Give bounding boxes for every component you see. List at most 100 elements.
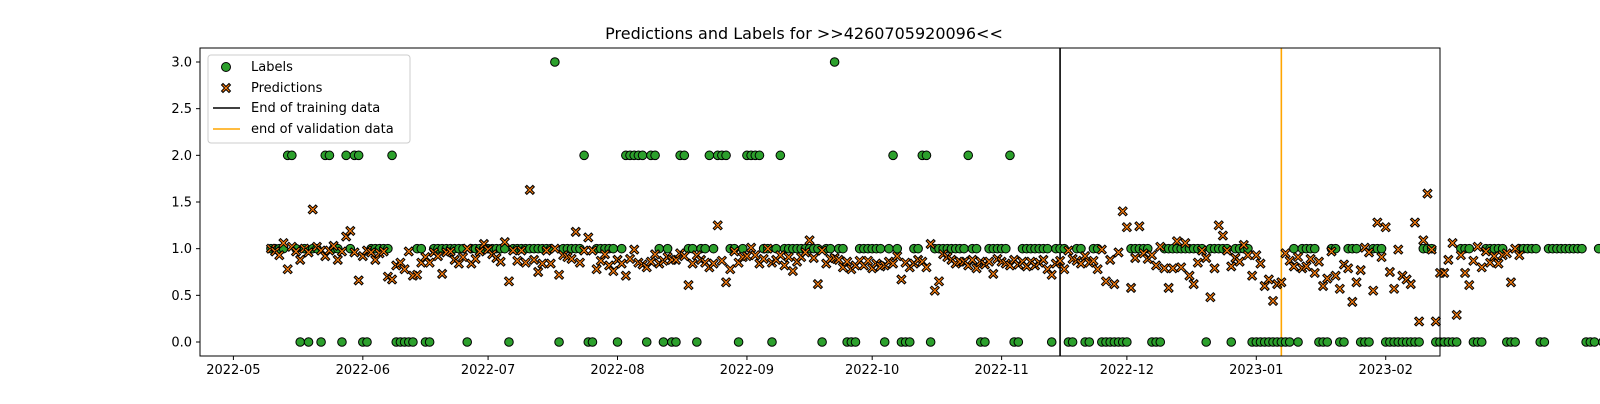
- prediction-point: [745, 242, 757, 253]
- label-point: [1364, 337, 1374, 347]
- prediction-point: [1054, 255, 1066, 267]
- label-point: [608, 243, 619, 254]
- x-tick-label-7: 2022-12: [1100, 363, 1154, 378]
- prediction-point: [1505, 277, 1517, 288]
- y-tick-label-5: 2.5: [171, 102, 192, 117]
- label-point: [287, 150, 297, 161]
- prediction-point: [1372, 217, 1383, 228]
- legend-box: [207, 54, 411, 144]
- prediction-point: [808, 252, 819, 264]
- label-point: [1464, 243, 1475, 254]
- label-point: [737, 243, 748, 254]
- prediction-point: [516, 245, 527, 256]
- label-point: [1589, 337, 1600, 347]
- prediction-point: [1100, 276, 1112, 287]
- prediction-point: [1292, 251, 1304, 263]
- prediction-point: [1192, 257, 1204, 268]
- prediction-point: [1113, 247, 1124, 258]
- label-point: [662, 243, 673, 254]
- prediction-point: [1184, 270, 1195, 281]
- label-point: [650, 150, 660, 161]
- label-point: [817, 337, 827, 347]
- label-point: [1351, 243, 1362, 254]
- prediction-point: [278, 237, 289, 249]
- prediction-point: [566, 253, 577, 265]
- label-point: [921, 150, 932, 161]
- prediction-point: [1259, 280, 1270, 292]
- label-point: [295, 337, 306, 347]
- prediction-point: [445, 246, 456, 257]
- prediction-point: [1305, 253, 1316, 265]
- label-point: [637, 150, 648, 161]
- label-point: [612, 337, 623, 347]
- prediction-point: [524, 184, 536, 196]
- label-point: [1046, 337, 1057, 347]
- prediction-point: [1130, 252, 1141, 264]
- prediction-point: [403, 246, 414, 257]
- prediction-point: [294, 254, 306, 266]
- prediction-point: [386, 274, 398, 285]
- x-tick-label-4: 2022-09: [720, 363, 774, 378]
- prediction-point: [887, 258, 899, 269]
- prediction-point: [1426, 244, 1437, 255]
- prediction-point: [395, 257, 406, 268]
- x-tick-label-0: 2022-05: [206, 363, 260, 378]
- prediction-point: [787, 265, 799, 277]
- prediction-point: [716, 255, 728, 267]
- prediction-point: [1221, 245, 1233, 256]
- prediction-point: [1514, 249, 1525, 261]
- x-tick-label-5: 2022-10: [845, 363, 899, 378]
- prediction-point: [1213, 220, 1224, 231]
- label-point: [337, 337, 347, 347]
- label-point: [850, 337, 861, 347]
- prediction-point: [967, 254, 978, 266]
- prediction-point: [411, 269, 423, 281]
- label-point: [1339, 337, 1349, 347]
- prediction-point: [608, 265, 619, 277]
- label-point: [341, 150, 351, 161]
- prediction-point: [1200, 252, 1212, 264]
- legend-val-end-text: end of validation data: [251, 122, 394, 137]
- prediction-point: [520, 257, 531, 268]
- label-point: [658, 337, 669, 347]
- label-point: [462, 337, 473, 347]
- y-tick-label-2: 1.0: [171, 242, 192, 257]
- prediction-point: [841, 256, 853, 267]
- prediction-point: [545, 258, 556, 269]
- legend: Labels Predictions End of training data …: [207, 54, 411, 144]
- prediction-point: [495, 256, 506, 267]
- legend-predictions-marker: [220, 82, 232, 94]
- prediction-point: [1155, 241, 1166, 253]
- x-tick-label-1: 2022-06: [336, 363, 390, 378]
- prediction-point: [1472, 241, 1483, 253]
- label-point: [408, 337, 418, 347]
- prediction-point: [1464, 279, 1475, 291]
- prediction-point: [1063, 245, 1074, 256]
- legend-predictions-text: Predictions: [251, 81, 323, 96]
- prediction-point: [750, 249, 761, 261]
- prediction-point: [1121, 221, 1133, 233]
- prediction-point: [1313, 256, 1325, 267]
- legend-labels-marker: [221, 62, 231, 72]
- y-tick-label-4: 2.0: [171, 149, 192, 164]
- prediction-point: [436, 268, 448, 280]
- prediction-point: [512, 255, 523, 267]
- label-point: [963, 150, 974, 161]
- plot-area-frame: [199, 47, 1441, 357]
- prediction-point: [1238, 239, 1249, 251]
- prediction-point: [1388, 283, 1400, 295]
- prediction-point: [1455, 249, 1467, 261]
- label-point: [838, 243, 848, 254]
- prediction-point: [708, 258, 719, 269]
- prediction-point: [424, 257, 435, 268]
- prediction-point: [1459, 267, 1471, 279]
- prediction-point: [1046, 269, 1057, 281]
- prediction-point: [679, 250, 690, 262]
- prediction-point: [1125, 282, 1137, 294]
- label-point: [884, 243, 894, 254]
- legend-train-end-text: End of training data: [251, 101, 380, 116]
- prediction-point: [349, 247, 360, 258]
- prediction-point: [528, 254, 540, 266]
